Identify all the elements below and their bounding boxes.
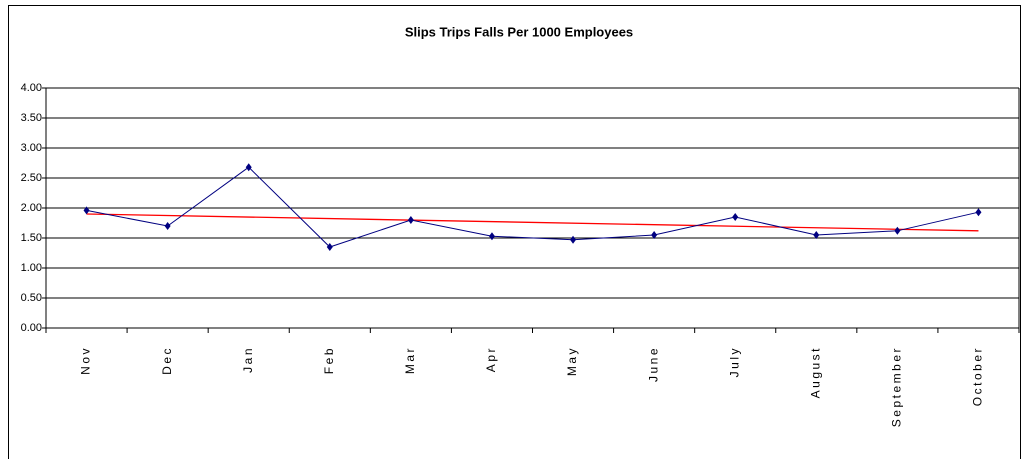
marker — [894, 226, 901, 235]
y-tick-label: 0.00 — [21, 322, 42, 334]
marker — [813, 231, 820, 239]
marker — [570, 235, 577, 244]
marker — [975, 208, 982, 217]
x-tick-label: Feb — [322, 346, 336, 374]
x-tick-label: August — [808, 346, 822, 398]
y-tick-label: 4.00 — [21, 82, 42, 94]
x-tick-label: Mar — [403, 346, 417, 374]
y-tick-label: 1.00 — [21, 262, 42, 274]
x-tick-label: June — [646, 346, 660, 382]
marker — [164, 222, 171, 230]
trendline — [86, 213, 979, 232]
marker — [245, 163, 252, 172]
x-tick-label: Apr — [484, 346, 498, 372]
y-tick-label: 1.50 — [21, 232, 42, 244]
y-tick-label: 2.00 — [21, 202, 42, 214]
y-tick-label: 0.50 — [21, 292, 42, 304]
y-tick-label: 2.50 — [21, 172, 42, 184]
marker — [651, 231, 658, 239]
x-tick-label: July — [727, 346, 741, 377]
y-tick-label: 3.50 — [21, 112, 42, 124]
y-tick-label: 3.00 — [21, 142, 42, 154]
x-tick-label: Jan — [241, 346, 255, 373]
x-tick-label: September — [890, 346, 904, 427]
x-tick-label: Nov — [79, 346, 93, 375]
marker — [326, 243, 333, 251]
chart-frame — [8, 5, 1021, 459]
x-tick-label: May — [565, 346, 579, 376]
marker — [488, 232, 495, 241]
x-tick-label: Dec — [160, 346, 174, 375]
marker — [407, 216, 414, 224]
marker — [732, 213, 739, 221]
marker — [83, 206, 90, 215]
x-tick-label: October — [971, 346, 985, 406]
chart-title: Slips Trips Falls Per 1000 Employees — [405, 24, 633, 39]
series-line — [86, 166, 979, 248]
